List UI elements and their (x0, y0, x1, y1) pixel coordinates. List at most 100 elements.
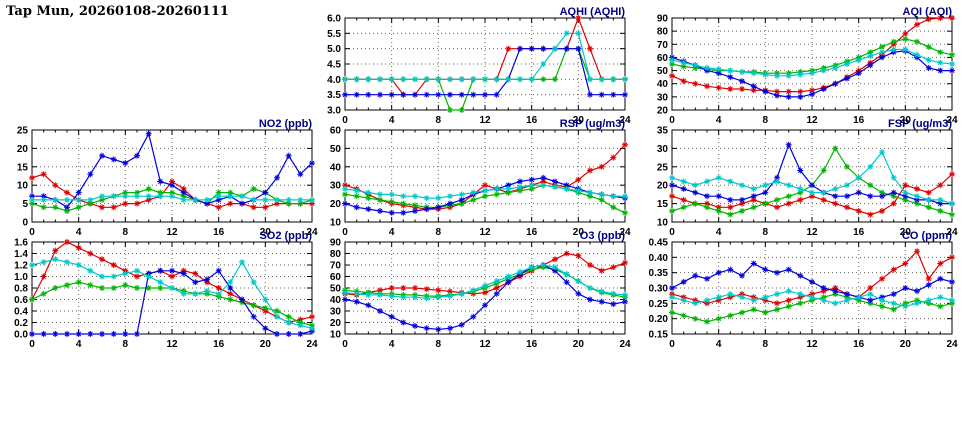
chart-no2: 0 5 10 15 20 25 0 4 8 12 16 20 24 NO2 (ppb) (0, 118, 318, 242)
svg-text:24: 24 (619, 339, 631, 350)
chart-fsp: 10 15 20 25 30 35 0 4 8 12 16 20 24 FSP (ug/m3) (640, 118, 958, 242)
svg-text:50: 50 (657, 66, 669, 77)
rsp-markers-cyan (342, 182, 628, 202)
svg-text:12: 12 (479, 115, 491, 126)
aqhi-title: AQHI (AQHI) (560, 6, 626, 18)
svg-text:20: 20 (657, 181, 669, 192)
o3-title: O3 (ppb) (580, 230, 626, 242)
svg-text:8: 8 (436, 227, 442, 238)
svg-text:0.30: 0.30 (649, 284, 669, 295)
svg-text:24: 24 (306, 339, 318, 350)
svg-text:40: 40 (330, 162, 342, 173)
svg-text:0: 0 (669, 115, 675, 126)
svg-text:20: 20 (330, 199, 342, 210)
svg-text:3.5: 3.5 (327, 90, 341, 101)
svg-text:24: 24 (946, 339, 958, 350)
svg-text:6.0: 6.0 (327, 14, 341, 25)
svg-text:16: 16 (213, 339, 225, 350)
svg-text:25: 25 (657, 162, 669, 173)
svg-text:90: 90 (330, 238, 342, 249)
svg-text:16: 16 (853, 227, 865, 238)
svg-text:30: 30 (330, 181, 342, 192)
no2-markers-green (29, 185, 315, 214)
no2-plot: 0 5 10 15 20 25 0 4 8 12 16 20 24 NO2 (ppb) (17, 118, 318, 238)
svg-text:4: 4 (389, 227, 395, 238)
o3-markers-cyan (342, 262, 628, 302)
svg-text:60: 60 (330, 126, 342, 137)
svg-text:16: 16 (526, 227, 538, 238)
svg-text:35: 35 (657, 126, 669, 137)
svg-text:20: 20 (573, 115, 585, 126)
co-plot: 0.150.200.250.300.350.400.450 4 8 12 16 20 24C… (649, 230, 958, 350)
svg-text:0.4: 0.4 (14, 307, 28, 318)
svg-text:16: 16 (526, 339, 538, 350)
svg-text:3.0: 3.0 (327, 106, 341, 117)
svg-text:80: 80 (330, 249, 342, 260)
svg-text:4: 4 (76, 339, 82, 350)
svg-text:0.15: 0.15 (649, 330, 669, 341)
svg-text:10: 10 (657, 218, 669, 229)
aqi-title: AQI (AQI) (903, 6, 953, 18)
svg-text:16: 16 (213, 227, 225, 238)
svg-text:20: 20 (657, 106, 669, 117)
svg-text:90: 90 (657, 14, 669, 25)
svg-text:8: 8 (763, 227, 769, 238)
svg-text:0.45: 0.45 (649, 238, 669, 249)
chart-aqi: 20 30 40 50 60 70 80 90 0 4 8 12 16 20 24 AQI (AQI) (640, 6, 958, 130)
aqhi-markers-cyan (342, 30, 628, 83)
svg-text:20: 20 (260, 339, 272, 350)
svg-text:0: 0 (669, 339, 675, 350)
svg-text:12: 12 (806, 115, 818, 126)
co-markers-cyan (669, 288, 955, 310)
svg-text:12: 12 (166, 339, 178, 350)
rsp-title: RSP (ug/m3) (560, 118, 626, 130)
svg-text:8: 8 (436, 115, 442, 126)
svg-text:4.0: 4.0 (327, 75, 341, 86)
svg-text:20: 20 (17, 144, 29, 155)
svg-text:60: 60 (330, 272, 342, 283)
co-title: CO (ppm) (902, 230, 952, 242)
svg-text:12: 12 (806, 227, 818, 238)
chart-o3: 10 20 30 40 50 60 70 80 90 0 4 8 12 16 20 24 O3 (ppb) (313, 230, 631, 354)
svg-text:0.35: 0.35 (649, 268, 669, 279)
svg-text:10: 10 (17, 181, 29, 192)
aqhi-markers-blue (342, 45, 628, 98)
svg-text:1.6: 1.6 (14, 238, 28, 249)
svg-text:60: 60 (657, 53, 669, 64)
svg-text:70: 70 (657, 40, 669, 51)
svg-text:20: 20 (900, 227, 912, 238)
svg-text:12: 12 (806, 339, 818, 350)
svg-text:16: 16 (853, 115, 865, 126)
svg-text:15: 15 (17, 162, 29, 173)
svg-text:20: 20 (330, 318, 342, 329)
svg-text:8: 8 (763, 115, 769, 126)
svg-text:24: 24 (306, 227, 318, 238)
aqi-plot: 20 30 40 50 60 70 80 90 0 4 8 12 16 20 24 AQI (AQI) (657, 6, 958, 126)
svg-text:30: 30 (657, 144, 669, 155)
svg-text:4: 4 (716, 115, 722, 126)
so2-title: SO2 (ppb) (259, 230, 312, 242)
svg-text:0: 0 (22, 218, 28, 229)
aqhi-series-cyan (345, 32, 625, 80)
svg-text:0.2: 0.2 (14, 318, 28, 329)
no2-markers-cyan (29, 193, 315, 203)
so2-plot: 0.00.20.40.60.81.01.21.41.60 4 8 12 16 20 24SO… (14, 230, 318, 350)
svg-text:0.20: 0.20 (649, 314, 669, 325)
svg-text:0: 0 (669, 227, 675, 238)
svg-text:40: 40 (657, 79, 669, 90)
so2-markers-cyan (29, 256, 315, 332)
fsp-markers-cyan (669, 149, 955, 207)
svg-text:5.5: 5.5 (327, 29, 341, 40)
chart-so2: 0.0 0.2 0.4 0.6 0.8 1.0 1.2 1.4 1.6 0 4 8 12 16 20 24 SO… (0, 230, 318, 354)
svg-text:10: 10 (330, 218, 342, 229)
svg-text:20: 20 (260, 227, 272, 238)
aqhi-series-blue (345, 48, 625, 96)
chart-co: 0.15 0.20 0.25 0.30 0.35 0.40 0.45 0 4 8 12 16 20 24 C… (640, 230, 958, 354)
svg-text:1.0: 1.0 (14, 272, 28, 283)
svg-text:0: 0 (29, 339, 35, 350)
svg-text:20: 20 (573, 339, 585, 350)
